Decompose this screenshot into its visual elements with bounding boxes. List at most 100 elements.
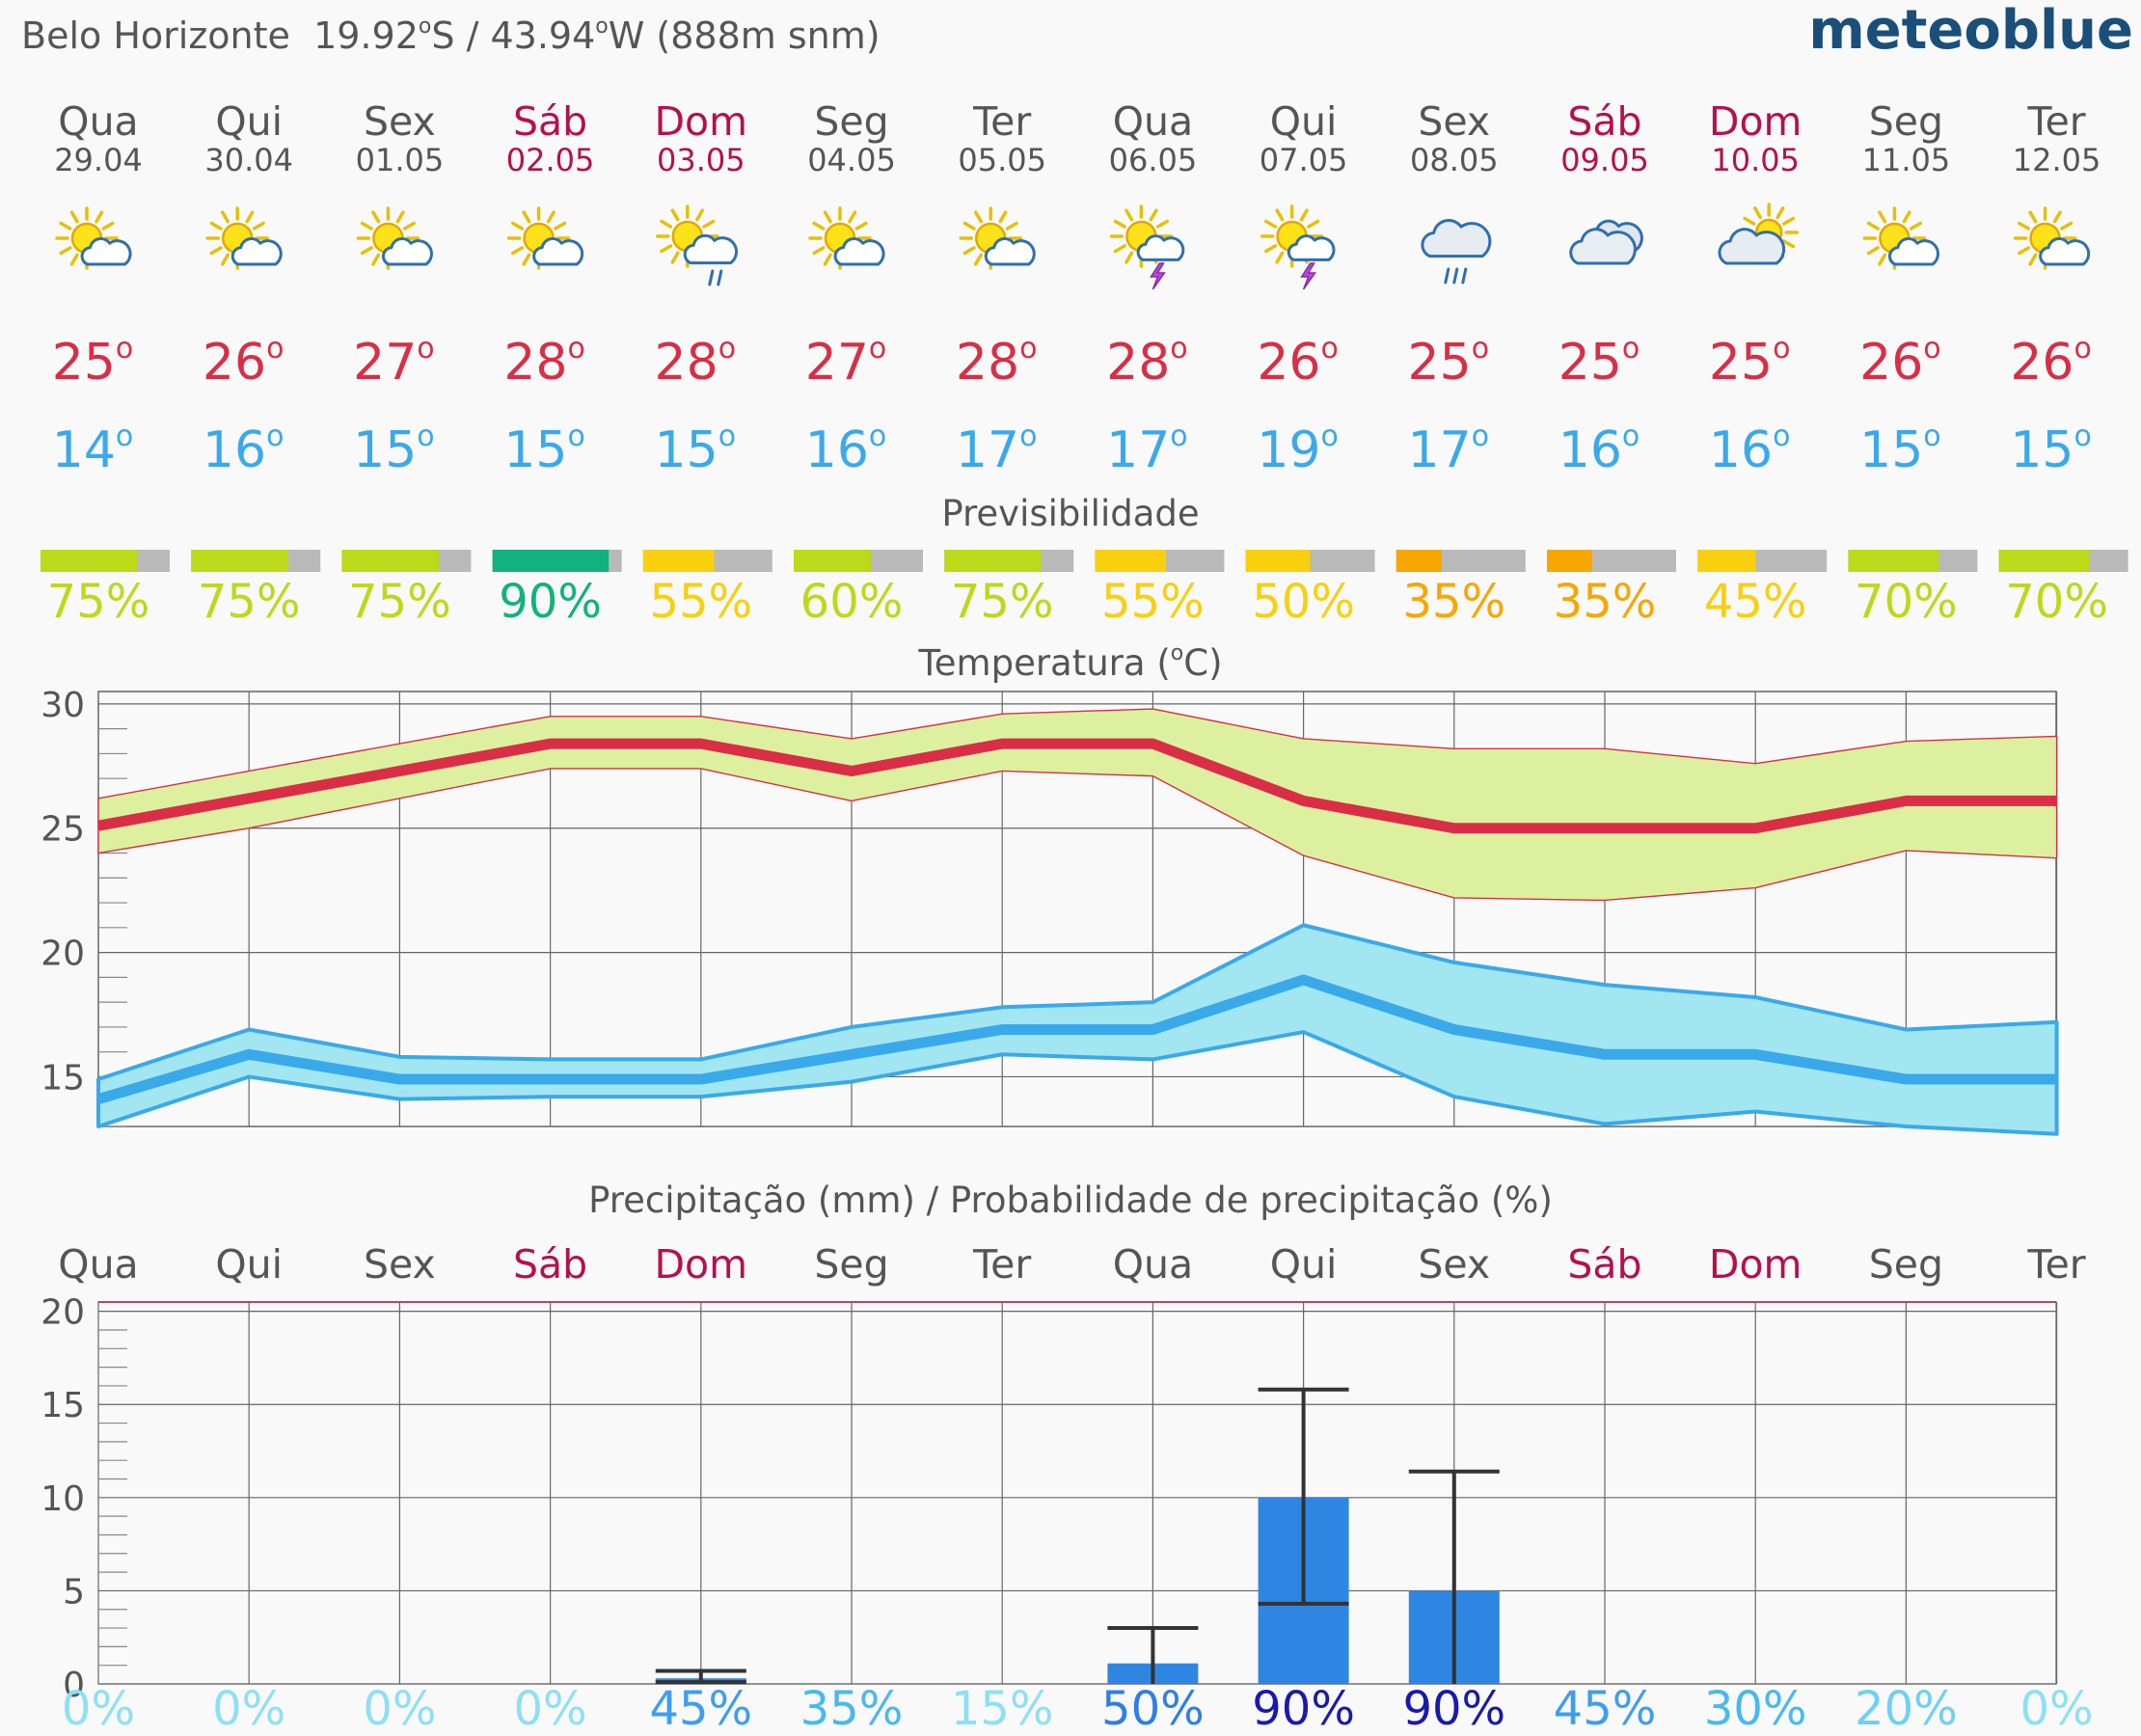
precipitation-day-label: Seg (1869, 1241, 1943, 1288)
predictability-label: 75% (47, 575, 150, 629)
sun-ray (360, 221, 373, 231)
predictability-bar (794, 550, 872, 572)
sun-cloud-icon (356, 206, 433, 270)
sun-ray (1264, 219, 1278, 229)
day-name: Sáb (513, 98, 587, 145)
min-temperature: 17o (956, 420, 1038, 479)
meteoblue-logo[interactable]: meteoblue (1808, 0, 2133, 62)
sun-ray (1866, 221, 1880, 231)
sun-ray (511, 221, 525, 231)
predictability-label: 50% (1252, 575, 1355, 629)
sun-cloud-rain-icon (656, 204, 738, 286)
precipitation-title: Precipitação (mm) / Probabilidade de pre… (588, 1180, 1553, 1221)
sun-ray (371, 210, 381, 224)
sun-ray (522, 210, 531, 224)
sun-ray (511, 246, 525, 256)
predictability-bar (1998, 550, 2090, 572)
overcast-icon (1569, 219, 1643, 265)
cloud-shape (230, 237, 283, 266)
sun-ray (69, 253, 79, 266)
max-temperature: 25o (1558, 332, 1640, 392)
predictability-bar (1697, 550, 1756, 572)
precipitation-day-label: Dom (654, 1241, 747, 1288)
predictability-label: 45% (1704, 575, 1807, 629)
sun-thunder-icon (1109, 204, 1185, 290)
precipitation-day-label: Qua (1113, 1241, 1193, 1288)
sun-ray (1878, 210, 1887, 224)
day-columns: Qua29.0425o14oQui30.0426o16oSex01.0527o1… (52, 98, 2101, 479)
min-temperature: 19o (1257, 420, 1339, 479)
day-date: 01.05 (356, 142, 445, 178)
sun-thunder-icon (1260, 204, 1336, 290)
precipitation-day-label: Sáb (513, 1241, 587, 1288)
sun-ray (702, 219, 716, 229)
cloud-shape (1287, 234, 1336, 261)
sun-ray (854, 221, 868, 231)
rain-drop (1461, 267, 1468, 285)
cloud-shape (1421, 219, 1492, 258)
cloud-shape (532, 237, 584, 266)
day-date: 08.05 (1410, 142, 1499, 178)
sun-ray (522, 253, 531, 266)
predictability-section: Previsibilidade 75% 75% 75% 90% 55% 60% 75% 55%… (41, 493, 2128, 629)
sun-ray (395, 210, 405, 224)
predictability-label: 55% (649, 575, 752, 629)
day-name: Ter (2027, 98, 2086, 145)
rain-drop (1444, 267, 1450, 285)
precipitation-probability-label: 15% (951, 1682, 1054, 1736)
predictability-bar (341, 550, 439, 572)
predictability-title: Previsibilidade (941, 493, 1199, 534)
sun-ray (962, 246, 976, 256)
min-temperature: 17o (1106, 420, 1188, 479)
precipitation-day-label: Qua (58, 1241, 138, 1288)
sun-ray (1902, 210, 1911, 224)
sun-ray (59, 221, 72, 231)
lightning-bolt (1150, 262, 1166, 290)
precipitation-probability-label: 20% (1855, 1682, 1958, 1736)
sun-ray (95, 210, 104, 224)
sun-ray (2028, 210, 2038, 224)
max-temperature: 27o (805, 332, 887, 392)
day-name: Seg (1869, 98, 1943, 145)
predictability-label: 70% (2005, 575, 2108, 629)
cloud-shape (1718, 228, 1786, 265)
temperature-spread-band (97, 708, 2058, 902)
sun-ray (1275, 251, 1285, 264)
day-name: Dom (1709, 98, 1802, 145)
precipitation-day-label: Qui (1270, 1241, 1338, 1288)
precipitation-probability-label: 50% (1101, 1682, 1205, 1736)
sun-ray (69, 210, 79, 224)
temperature-series-line (97, 738, 2057, 834)
min-temperature: 16o (203, 420, 285, 479)
header: Belo Horizonte 19.92oS / 43.94oW (888m s… (21, 0, 2133, 62)
precipitation-day-label: Sex (364, 1241, 436, 1288)
precipitation-tick-label: 20 (41, 1293, 85, 1333)
precipitation-probability-label: 45% (649, 1682, 752, 1736)
sun-ray (670, 251, 680, 264)
predictability-label: 90% (499, 575, 602, 629)
sun-ray (848, 210, 857, 224)
predictability-label: 35% (1554, 575, 1657, 629)
sun-ray (823, 253, 832, 266)
sun-ray (209, 221, 223, 231)
precipitation-day-label: Seg (814, 1241, 888, 1288)
day-name: Qua (58, 98, 138, 145)
precipitation-probability-label: 90% (1402, 1682, 1505, 1736)
cloud-shape (1569, 228, 1637, 265)
sun-ray (1113, 244, 1126, 254)
min-temperature: 15o (503, 420, 585, 479)
day-date: 06.05 (1109, 142, 1198, 178)
day-date: 11.05 (1862, 142, 1951, 178)
rain-drop (708, 269, 715, 286)
day-date: 05.05 (958, 142, 1046, 178)
min-temperature: 15o (1859, 420, 1941, 479)
day-date: 30.04 (204, 142, 293, 178)
precipitation-probability-label: 0% (2020, 1682, 2094, 1736)
sun-ray (695, 208, 705, 222)
